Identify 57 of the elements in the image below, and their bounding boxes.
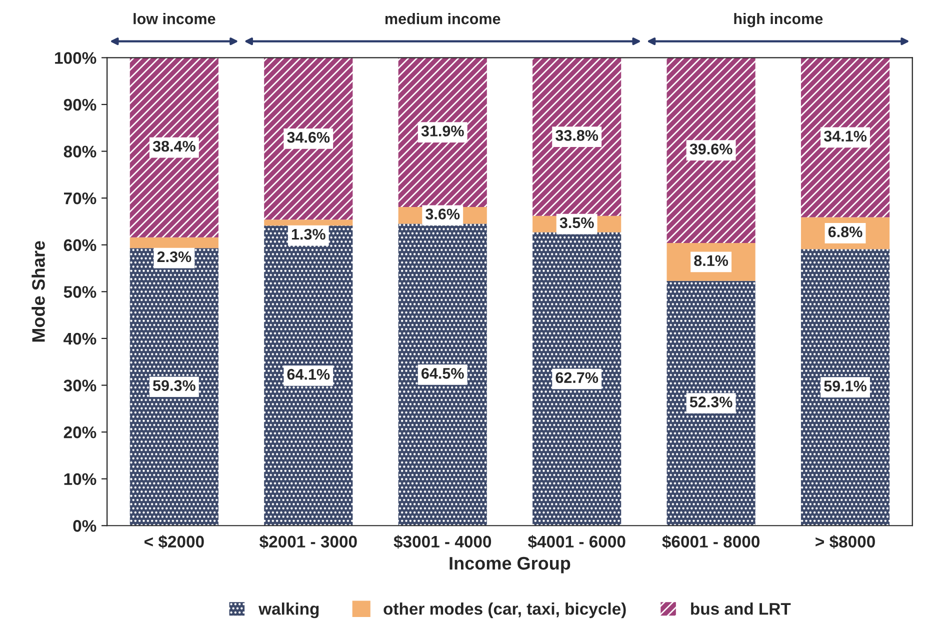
legend-label: bus and LRT xyxy=(691,602,791,615)
text: high income xyxy=(734,12,823,28)
data-label: 59.1% xyxy=(824,380,867,392)
bar xyxy=(398,224,487,526)
data-label: 59.3% xyxy=(152,380,196,391)
data-label: 31.9% xyxy=(421,126,464,136)
bar xyxy=(800,58,890,218)
legend-label: walking xyxy=(258,602,319,618)
x-tick-label: $6001 - 8000 xyxy=(662,535,760,549)
bar xyxy=(800,249,890,526)
y-tick-label: 50% xyxy=(64,286,96,298)
x-tick-label: $4001 - 6000 xyxy=(528,535,626,549)
data-label: 2.3% xyxy=(157,251,192,262)
y-tick-label: 30% xyxy=(64,380,96,392)
data-label: 62.7% xyxy=(556,372,598,384)
data-label: 3.6% xyxy=(426,208,460,220)
y-tick-label: 40% xyxy=(64,332,96,345)
data-label: 34.1% xyxy=(824,130,867,142)
bar xyxy=(130,58,218,238)
data-label: 64.1% xyxy=(287,368,330,380)
y-tick-label: 20% xyxy=(64,426,96,438)
data-label: 3.5% xyxy=(560,217,594,228)
x-tick-label: $3001 - 4000 xyxy=(394,535,492,549)
data-label: 38.4% xyxy=(152,140,196,152)
data-label: 52.3% xyxy=(690,396,732,408)
y-tick-label: 80% xyxy=(64,146,96,158)
y-tick-label: 0% xyxy=(73,520,96,532)
legend-label: other modes (car, taxi, bicycle) xyxy=(384,602,626,618)
data-label: 6.8% xyxy=(828,226,862,238)
bar xyxy=(264,220,353,226)
bar xyxy=(532,232,622,526)
data-label: 8.1% xyxy=(694,255,728,266)
y-tick-label: 100% xyxy=(55,52,96,64)
text: low income xyxy=(134,13,216,24)
bar xyxy=(130,248,218,526)
data-label: 34.6% xyxy=(287,132,330,143)
y-tick-label: 60% xyxy=(64,239,96,252)
data-label: 1.3% xyxy=(292,228,326,240)
bar xyxy=(398,58,487,207)
bar xyxy=(666,280,756,526)
x-axis-title: Income Group xyxy=(450,556,570,574)
data-label: 64.5% xyxy=(422,368,464,379)
data-label: 33.8% xyxy=(556,130,598,141)
bar xyxy=(264,226,353,526)
data-label: 39.6% xyxy=(690,144,732,154)
bar xyxy=(264,58,353,220)
y-tick-label: 90% xyxy=(64,98,96,111)
y-tick-label: 70% xyxy=(64,192,96,204)
text: medium income xyxy=(385,13,500,24)
bar xyxy=(130,237,218,248)
y-axis-title: Mode Share xyxy=(32,241,45,342)
y-tick-label: 10% xyxy=(64,473,96,486)
x-tick-label: $2001 - 3000 xyxy=(260,535,357,549)
bar xyxy=(666,58,756,243)
bar xyxy=(532,58,622,216)
x-tick-label: < $2000 xyxy=(144,535,204,549)
x-tick-label: > $8000 xyxy=(816,535,875,549)
